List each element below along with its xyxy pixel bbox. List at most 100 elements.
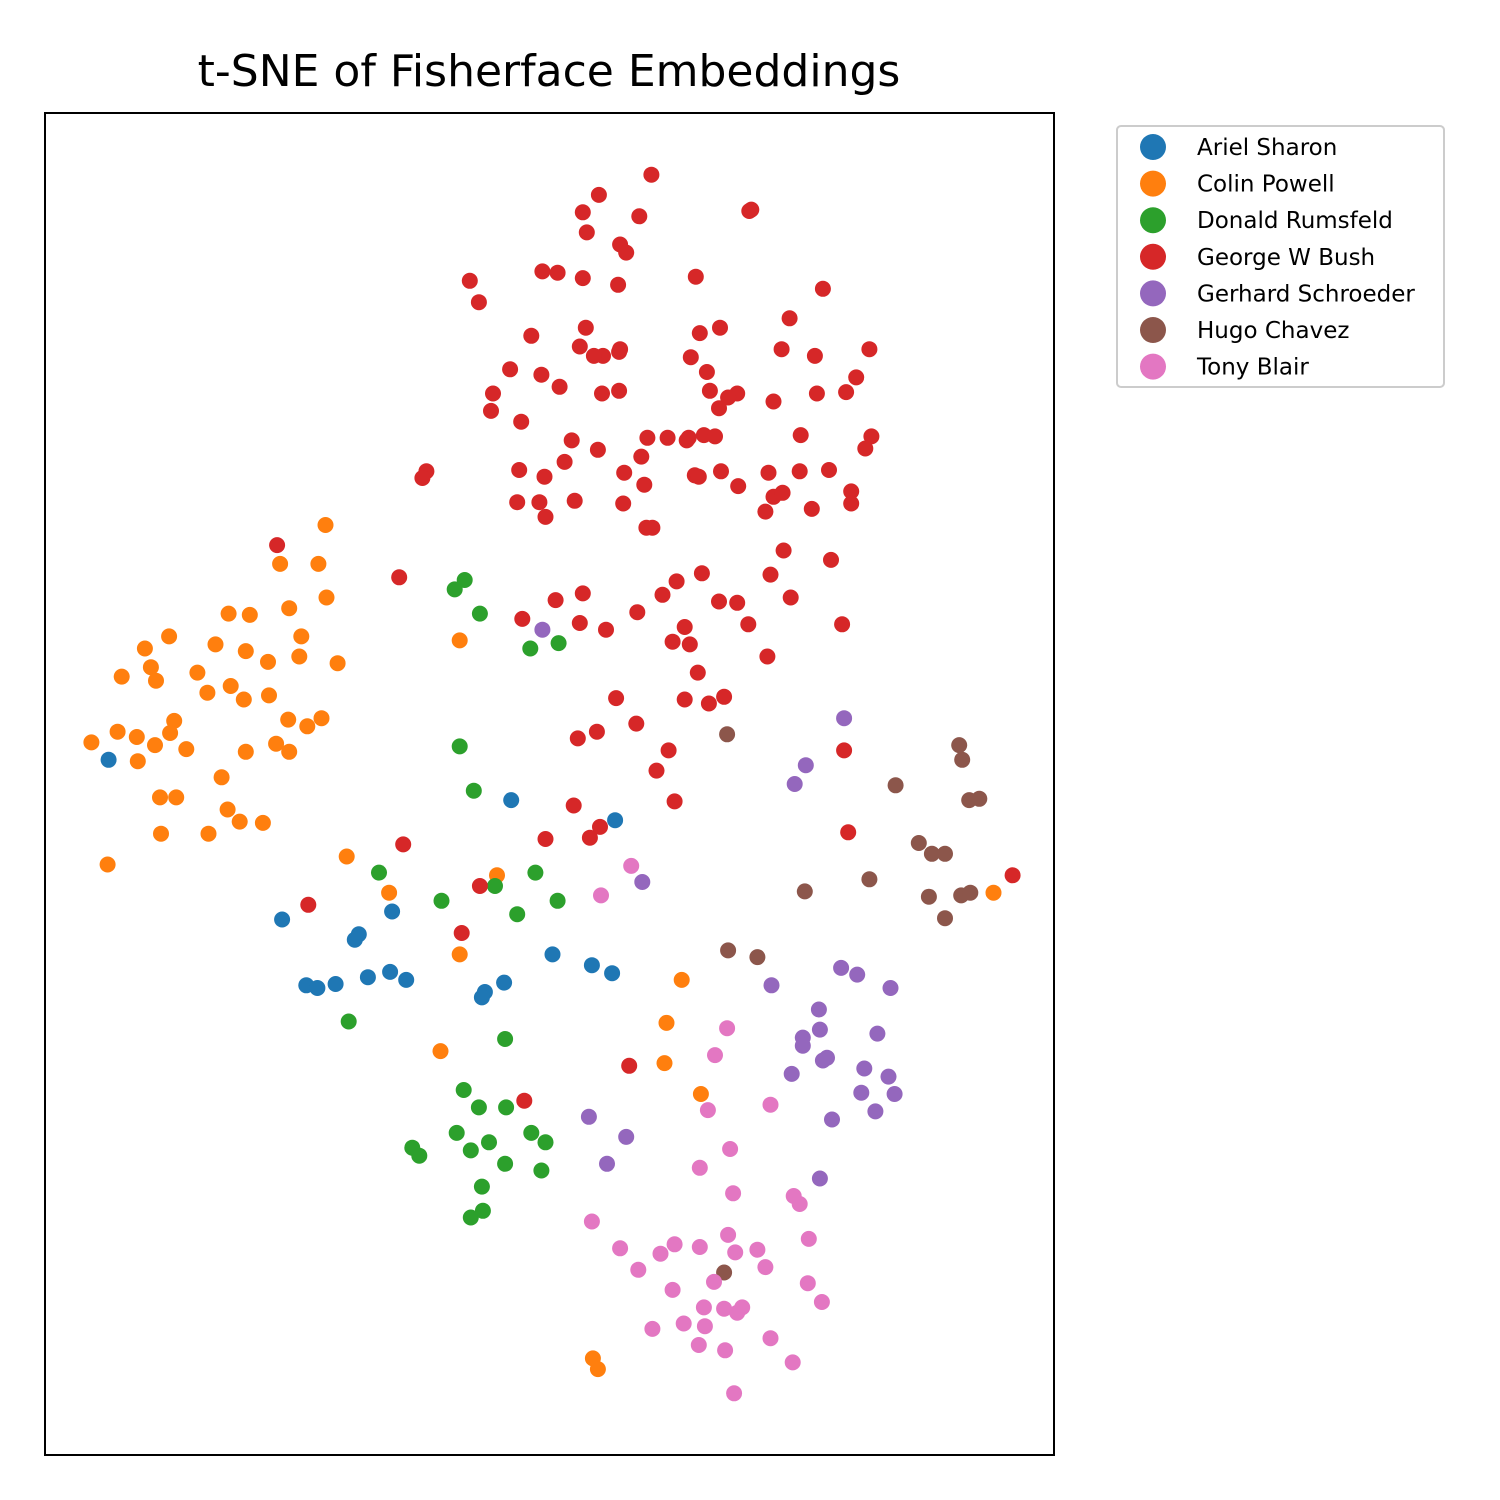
data-point — [391, 569, 408, 586]
data-point — [272, 555, 289, 572]
data-point — [729, 1304, 746, 1321]
data-point — [668, 573, 685, 590]
data-point — [659, 429, 676, 446]
data-point — [730, 478, 747, 495]
data-point — [689, 664, 706, 681]
data-point — [537, 1134, 554, 1151]
data-point — [398, 971, 415, 988]
data-point — [727, 1244, 744, 1261]
data-point — [235, 691, 252, 708]
data-point — [471, 605, 488, 622]
data-point — [534, 621, 551, 638]
data-point — [592, 818, 608, 835]
data-point — [487, 878, 503, 894]
data-point — [549, 892, 566, 909]
data-point — [749, 949, 766, 966]
data-point — [628, 715, 645, 732]
data-point — [483, 402, 499, 419]
data-point — [920, 888, 937, 905]
data-point — [168, 789, 185, 806]
data-point — [765, 393, 782, 410]
data-point — [580, 1108, 597, 1125]
data-point — [533, 1162, 550, 1179]
data-point — [612, 341, 629, 358]
data-point — [743, 201, 760, 218]
data-point — [615, 495, 632, 512]
data-point — [481, 1134, 497, 1151]
data-point — [497, 1031, 514, 1047]
data-point — [113, 668, 130, 685]
series-george-w-bush — [269, 166, 1021, 1109]
data-point — [813, 1294, 830, 1310]
data-point — [882, 980, 899, 996]
data-point — [763, 977, 780, 994]
data-point — [395, 836, 412, 853]
data-point — [340, 1013, 357, 1030]
data-point — [371, 864, 387, 881]
data-point — [716, 1300, 733, 1317]
data-point — [502, 361, 519, 378]
data-point — [485, 385, 501, 402]
data-point — [720, 389, 737, 406]
data-point — [691, 1239, 708, 1255]
data-point — [465, 782, 482, 799]
data-point — [207, 636, 224, 653]
data-point — [547, 592, 564, 609]
data-point — [869, 1025, 886, 1042]
data-point — [189, 664, 206, 681]
data-point — [656, 1055, 673, 1072]
data-point — [237, 743, 254, 760]
data-point — [773, 341, 790, 358]
data-point — [509, 494, 526, 511]
data-point — [446, 581, 463, 598]
data-point — [161, 628, 178, 645]
data-point — [836, 710, 853, 727]
data-point — [811, 1170, 828, 1187]
data-point — [128, 729, 145, 745]
data-point — [462, 1209, 479, 1226]
data-point — [571, 338, 588, 355]
data-point — [726, 1385, 743, 1402]
data-point — [823, 551, 839, 568]
data-point — [717, 1342, 734, 1359]
legend-label: Hugo Chavez — [1197, 318, 1349, 344]
data-point — [954, 751, 971, 768]
data-point — [660, 742, 677, 759]
data-point — [666, 793, 683, 810]
data-point — [749, 1241, 766, 1258]
data-point — [690, 1337, 707, 1353]
data-point — [814, 280, 831, 297]
data-point — [578, 224, 595, 241]
data-point — [509, 906, 526, 923]
data-point — [153, 825, 169, 842]
data-point — [867, 1103, 884, 1120]
data-point — [843, 483, 860, 500]
data-point — [280, 711, 297, 728]
data-point — [729, 594, 746, 611]
data-point — [910, 835, 927, 851]
data-point — [706, 1273, 722, 1290]
data-point — [237, 643, 254, 660]
data-point — [533, 366, 550, 383]
data-point — [498, 1099, 515, 1116]
data-point — [759, 648, 776, 665]
data-point — [808, 385, 825, 402]
data-point — [762, 1096, 779, 1113]
data-point — [581, 829, 598, 846]
data-point — [633, 448, 650, 465]
data-point — [598, 621, 614, 638]
data-point — [937, 845, 953, 862]
data-point — [639, 429, 656, 446]
data-point — [690, 468, 707, 485]
data-point — [937, 910, 953, 927]
data-point — [99, 856, 116, 873]
data-point — [654, 586, 671, 603]
data-point — [536, 468, 553, 485]
data-point — [523, 1124, 540, 1141]
data-point — [583, 957, 600, 974]
series-colin-powell — [83, 517, 1002, 1378]
data-point — [811, 1021, 828, 1038]
legend-marker — [1140, 170, 1166, 197]
data-point — [462, 1142, 479, 1159]
